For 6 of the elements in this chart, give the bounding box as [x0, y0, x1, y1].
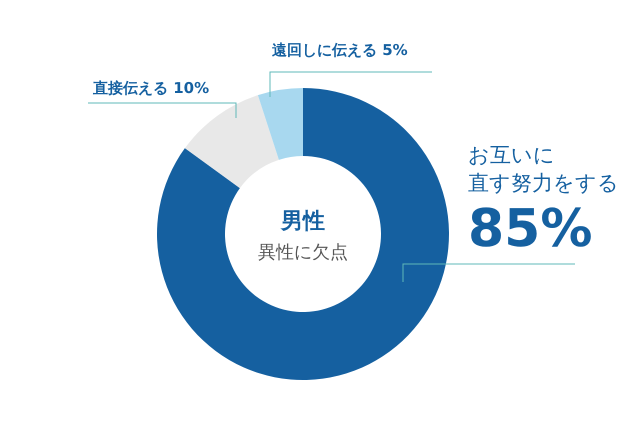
text: 異性に欠点	[258, 242, 348, 263]
text: 男性	[280, 209, 325, 234]
slice-label: お互いに直す努力をする	[468, 143, 619, 195]
slice-label: 遠回しに伝える 5%	[271, 41, 408, 59]
slice-label: 直接伝える 10%	[92, 79, 210, 97]
data-label: 85%	[468, 199, 592, 259]
